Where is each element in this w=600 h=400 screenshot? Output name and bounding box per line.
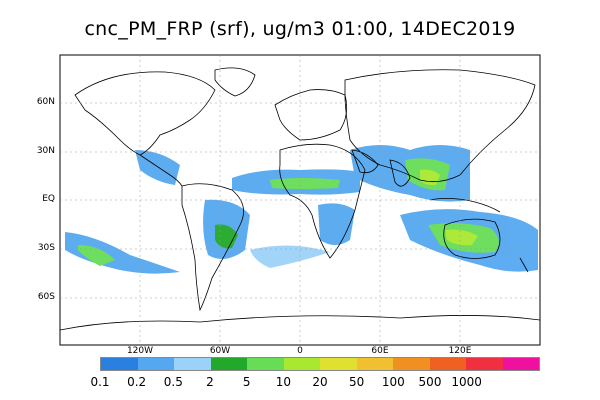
colorbar-swatch (429, 358, 466, 370)
colorbar-label: 50 (349, 375, 365, 389)
lon-label: 0 (297, 346, 303, 356)
colorbar (100, 357, 540, 371)
graticule (60, 55, 540, 345)
colorbar-swatch (466, 358, 503, 370)
map-title: cnc_PM_FRP (srf), ug/m3 01:00, 14DEC2019 (84, 18, 516, 40)
colorbar-swatch (174, 358, 211, 370)
lat-label: 30S (37, 243, 55, 253)
lat-label: 30N (36, 146, 55, 156)
plume-south-pacific-core (78, 245, 115, 266)
south-america-outline (181, 183, 244, 312)
plume-australia-hot (445, 229, 478, 246)
plume-south-pacific (65, 232, 180, 274)
arabia-outline (351, 149, 379, 174)
colorbar-swatch (320, 358, 357, 370)
colorbar-swatch (356, 358, 393, 370)
colorbar-swatch (101, 358, 138, 370)
lat-label: EQ (42, 194, 55, 204)
lon-label: 60W (209, 346, 231, 356)
europe-outline (274, 89, 348, 141)
colorbar-label: 0.2 (127, 375, 147, 389)
plume-southern-africa (318, 203, 355, 245)
plume-south-atlantic (250, 245, 330, 268)
lon-label: 120E (448, 346, 472, 356)
lon-label: 120W (126, 346, 154, 356)
colorbar-label: 100 (381, 375, 405, 389)
colorbar-swatch (393, 358, 430, 370)
plume-south-america-core (215, 224, 238, 249)
new-zealand-outline (519, 257, 529, 273)
lat-label: 60N (36, 97, 55, 107)
india-outline (389, 159, 411, 187)
concentration-fields (65, 145, 538, 274)
colorbar-label: 10 (275, 375, 291, 389)
africa-outline (279, 143, 366, 259)
colorbar-swatch (283, 358, 320, 370)
colorbar-label: 500 (418, 375, 442, 389)
plume-africa-sahel-core (270, 178, 340, 189)
lon-label: 60E (371, 346, 389, 356)
colorbar-label: 0.5 (163, 375, 183, 389)
colorbar-label: 5 (242, 375, 251, 389)
colorbar-label: 0.1 (90, 375, 110, 389)
colorbar-label: 20 (312, 375, 328, 389)
colorbar-label: 1000 (451, 375, 482, 389)
indonesia-outline (429, 198, 501, 213)
australia-outline (443, 218, 501, 259)
north-america-outline (74, 71, 216, 156)
asia-outline (344, 69, 536, 183)
colorbar-swatch (137, 358, 174, 370)
colorbar-swatch (502, 358, 539, 370)
central-america-outline (139, 154, 183, 187)
colorbar-label: 2 (206, 375, 214, 389)
lat-label: 60S (37, 292, 55, 302)
colorbar-swatch (210, 358, 247, 370)
greenland-outline (214, 67, 256, 97)
colorbar-swatch (247, 358, 284, 370)
